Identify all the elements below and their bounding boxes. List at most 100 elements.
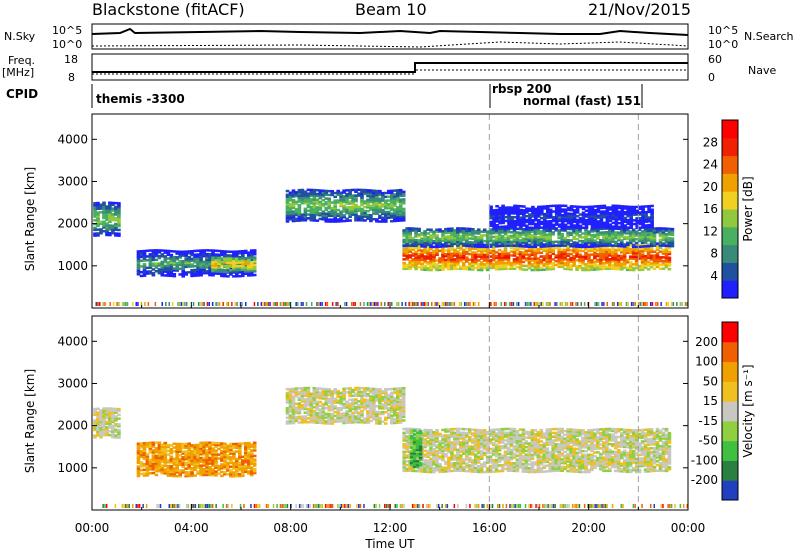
echo-cell — [548, 247, 552, 250]
echo-cell — [563, 254, 567, 257]
echo-cell — [357, 394, 361, 397]
echo-cell — [321, 412, 326, 415]
echo-cell — [160, 266, 165, 269]
echo-cell — [366, 200, 370, 203]
echo-cell — [402, 234, 406, 238]
echo-cell — [145, 462, 150, 466]
echo-cell — [366, 402, 370, 405]
echo-cell — [351, 207, 355, 211]
echo-cell — [489, 207, 493, 210]
echo-cell — [285, 205, 290, 208]
echo-cell — [468, 268, 472, 271]
echo-cell — [441, 235, 445, 239]
echo-cell — [495, 205, 499, 208]
echo-cell — [351, 388, 355, 392]
echo-cell — [622, 243, 627, 246]
echo-cell — [148, 253, 153, 256]
echo-cell — [375, 405, 379, 408]
echo-cell — [285, 208, 290, 212]
echo-cell — [175, 261, 179, 265]
echo-cell — [339, 202, 343, 206]
echo-cell — [664, 256, 669, 259]
echo-cell — [667, 258, 672, 261]
echo-cell — [232, 254, 236, 257]
echo-cell — [220, 463, 224, 466]
echo-cell — [321, 414, 326, 417]
echo-cell — [462, 254, 466, 257]
echo-cell — [148, 258, 153, 262]
echo-cell — [423, 247, 427, 251]
echo-cell — [401, 215, 406, 218]
echo-cell — [247, 458, 251, 462]
echo-cell — [363, 406, 367, 409]
echo-cell — [468, 237, 472, 240]
echo-cell — [634, 245, 639, 249]
echo-cell — [605, 259, 609, 263]
echo-cell — [641, 205, 645, 208]
echo-cell — [217, 272, 221, 275]
echo-cell — [196, 447, 200, 450]
echo-cell — [202, 471, 206, 475]
echo-cell — [599, 223, 604, 227]
echo-cell — [196, 460, 200, 464]
echo-cell — [590, 222, 595, 225]
echo-cell — [330, 201, 334, 204]
echo-cell — [372, 202, 376, 206]
echo-cell — [611, 236, 615, 240]
echo-cell — [650, 204, 654, 208]
echo-cell — [229, 475, 233, 478]
echo-cell — [294, 412, 299, 415]
echo-cell — [599, 214, 604, 217]
echo-cell — [530, 228, 535, 231]
nsky-label: N.Sky — [4, 30, 36, 43]
echo-cell — [548, 258, 552, 261]
echo-cell — [462, 252, 466, 255]
echo-cell — [342, 189, 346, 192]
echo-cell — [169, 257, 174, 261]
echo-cell — [202, 264, 206, 267]
echo-cell — [435, 234, 439, 237]
echo-cell — [306, 394, 311, 397]
noise-cell — [554, 302, 556, 306]
echo-cell — [581, 243, 585, 247]
echo-cell — [184, 454, 188, 457]
echo-cell — [297, 392, 302, 396]
echo-cell — [450, 263, 454, 267]
echo-cell — [456, 232, 460, 236]
echo-cell — [542, 230, 547, 233]
echo-cell — [390, 204, 394, 208]
echo-cell — [396, 211, 400, 215]
echo-cell — [247, 472, 251, 475]
echo-cell — [581, 266, 585, 270]
echo-cell — [593, 222, 598, 225]
echo-cell — [211, 458, 215, 462]
echo-cell — [649, 264, 654, 267]
echo-cell — [184, 254, 188, 257]
echo-cell — [456, 250, 460, 253]
echo-cell — [435, 247, 439, 251]
echo-cell — [294, 387, 299, 390]
echo-cell — [602, 250, 606, 254]
echo-cell — [438, 230, 442, 233]
noise-cell — [178, 302, 181, 306]
echo-cell — [510, 219, 514, 223]
echo-cell — [655, 256, 660, 259]
echo-cell — [309, 209, 314, 212]
echo-cell — [139, 442, 144, 445]
echo-cell — [515, 231, 520, 234]
echo-cell — [510, 221, 514, 224]
echo-cell — [608, 212, 613, 215]
echo-cell — [247, 457, 251, 460]
echo-cell — [509, 240, 514, 243]
echo-cell — [617, 264, 621, 267]
echo-cell — [208, 443, 212, 446]
echo-cell — [351, 188, 355, 192]
echo-cell — [151, 249, 156, 252]
cpid-label: CPID — [6, 87, 39, 101]
echo-cell — [330, 405, 334, 408]
echo-cell — [288, 422, 293, 425]
echo-cell — [420, 241, 424, 244]
echo-cell — [232, 259, 236, 262]
noise-cell — [401, 302, 403, 306]
echo-cell — [336, 199, 340, 202]
